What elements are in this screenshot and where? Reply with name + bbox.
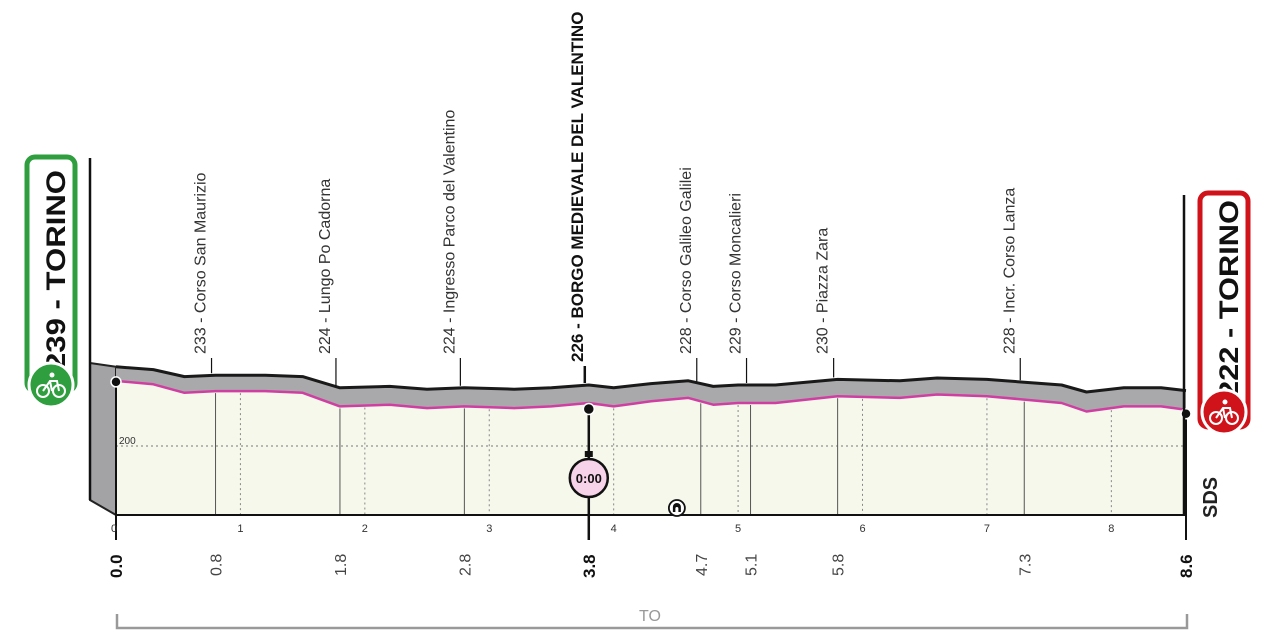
cyclist-icon	[1209, 399, 1239, 425]
finish-label: 222 - TORINO	[1214, 200, 1244, 398]
km-tick-label: 0	[111, 523, 117, 535]
km-tick-label: 7	[984, 523, 990, 535]
waypoint-label: 233 - Corso San Maurizio	[193, 172, 210, 354]
finish-dot	[1180, 408, 1192, 420]
km-tick-label: 6	[859, 523, 865, 535]
province-bracket	[115, 614, 1189, 630]
km-tick-label: 1	[237, 523, 243, 535]
finish-sign: 222 - TORINO	[1197, 190, 1251, 436]
km-tick-label: 8	[1108, 523, 1114, 535]
ground-area	[116, 380, 1186, 515]
waypoint-label: 224 - Ingresso Parco del Valentino	[441, 110, 458, 354]
brand-logo: SDS	[1200, 477, 1222, 518]
waypoint-label: 228 - Incr. Corso Lanza	[1001, 188, 1018, 354]
distance-label: 5.1	[744, 554, 761, 576]
intermediate-timing: 0:00	[568, 402, 610, 540]
distance-label: 0.0	[107, 554, 126, 578]
start-label: 239 - TORINO	[41, 170, 71, 370]
km-grid	[239, 393, 1112, 515]
km-tick-label: 3	[486, 523, 492, 535]
km-tick-labels: 0 1 2 3 4 5 6 7 8	[111, 523, 1114, 535]
profile-outline	[115, 365, 1187, 394]
waypoint-labels: 233 - Corso San Maurizio 224 - Lungo Po C…	[193, 12, 1021, 386]
waypoint-label: 224 - Lungo Po Cadorna	[317, 179, 334, 354]
elevation-reference-label: 200	[119, 436, 136, 447]
distance-label: 8.6	[1177, 554, 1196, 578]
timing-dot	[582, 402, 596, 416]
km-tick-label: 4	[611, 523, 617, 535]
distance-label: 3.8	[580, 554, 599, 578]
start-sign: 239 - TORINO	[24, 154, 78, 409]
distance-label: 5.8	[831, 554, 848, 576]
timing-value: 0:00	[576, 471, 602, 486]
waypoint-label: 229 - Corso Moncalieri	[728, 193, 745, 354]
cyclist-icon	[36, 372, 66, 398]
distance-label: 7.3	[1017, 554, 1034, 576]
road-line	[115, 379, 1187, 413]
waypoint-label: 230 - Piazza Zara	[815, 228, 832, 354]
distance-label: 0.8	[209, 554, 226, 576]
distance-labels: 0.0 0.8 1.8 2.8 3.8 4.7 5.1 5.8 7.3 8.6	[107, 554, 1196, 578]
waypoint-label: 228 - Corso Galileo Galilei	[678, 167, 695, 354]
start-dot	[110, 376, 122, 388]
tunnel-icon	[667, 499, 686, 517]
waypoint-lines	[215, 393, 1025, 515]
profile-top-band	[116, 366, 1186, 412]
stopwatch-icon: 0:00	[568, 451, 610, 499]
km-tick-label: 5	[735, 523, 741, 535]
distance-label: 1.8	[333, 554, 350, 576]
waypoint-label: 226 - BORGO MEDIEVALE DEL VALENTINO	[568, 12, 587, 362]
distance-label: 2.8	[457, 554, 474, 576]
province-label: TO	[639, 608, 661, 625]
distance-label: 4.7	[694, 554, 711, 576]
km-tick-label: 2	[362, 523, 368, 535]
